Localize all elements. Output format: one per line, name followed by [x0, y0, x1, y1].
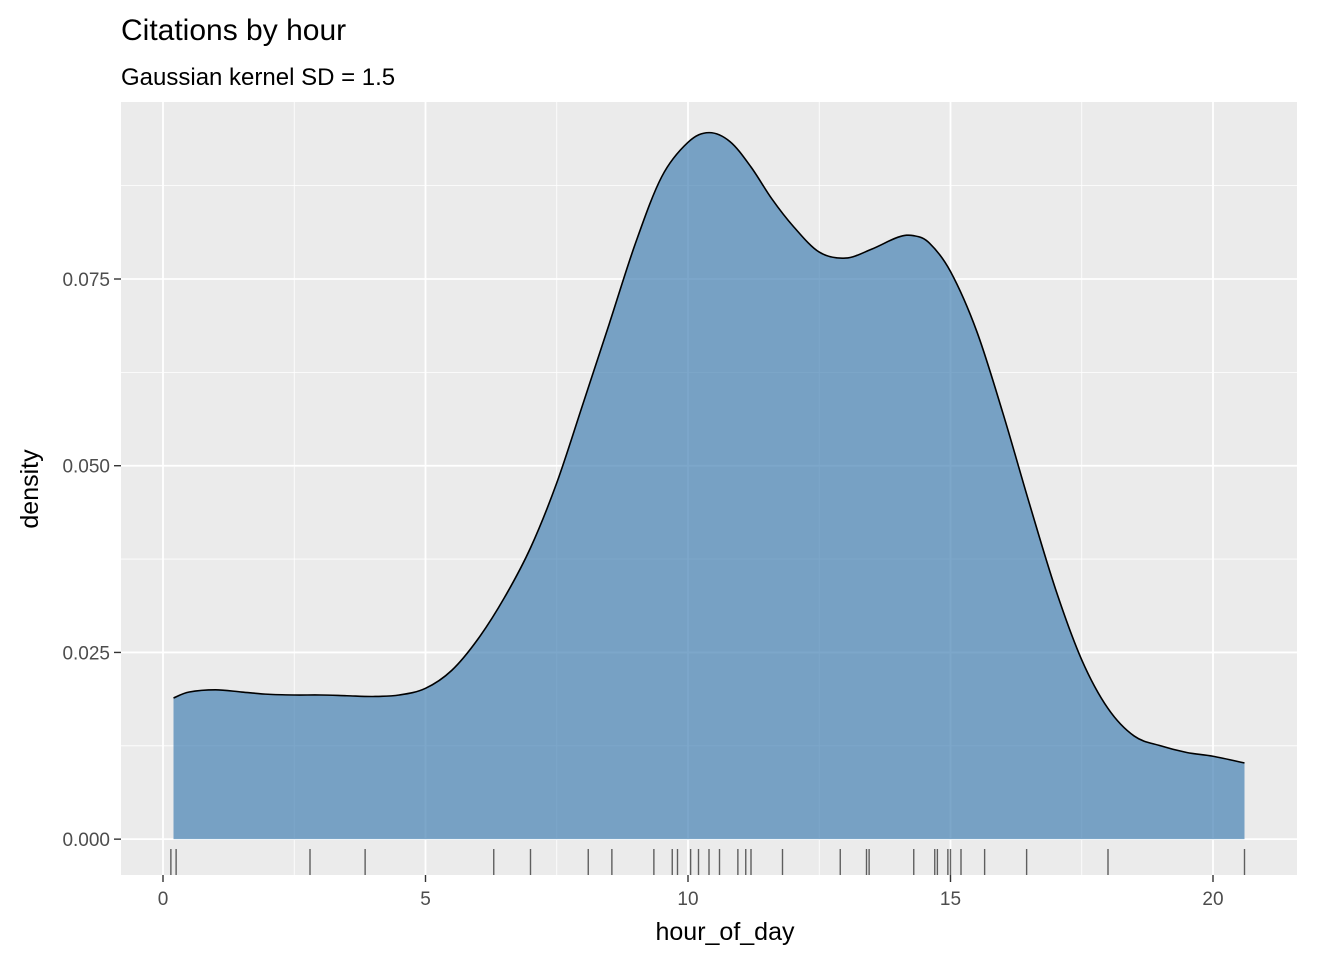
rug-marks	[170, 849, 1246, 875]
y-tick-label: 0.075	[62, 270, 110, 291]
x-tick-label: 20	[1202, 889, 1223, 910]
chart-subtitle: Gaussian kernel SD = 1.5	[121, 64, 395, 91]
y-tick-label: 0.025	[62, 643, 110, 664]
x-tick-label: 10	[677, 889, 698, 910]
x-tick-label: 5	[420, 889, 431, 910]
density-line	[173, 131, 1245, 764]
x-axis-title: hour_of_day	[655, 918, 795, 946]
x-axis: 0 5 10 15 20	[158, 875, 1224, 910]
y-tick-label: 0.000	[62, 830, 110, 851]
x-tick-label: 0	[158, 889, 169, 910]
y-axis: 0.000 0.025 0.050 0.075	[62, 270, 121, 851]
x-tick-label: 15	[940, 889, 961, 910]
chart-title: Citations by hour	[121, 14, 346, 47]
y-tick-label: 0.050	[62, 457, 110, 478]
y-axis-title: density	[16, 449, 44, 529]
density-area	[173, 132, 1245, 840]
